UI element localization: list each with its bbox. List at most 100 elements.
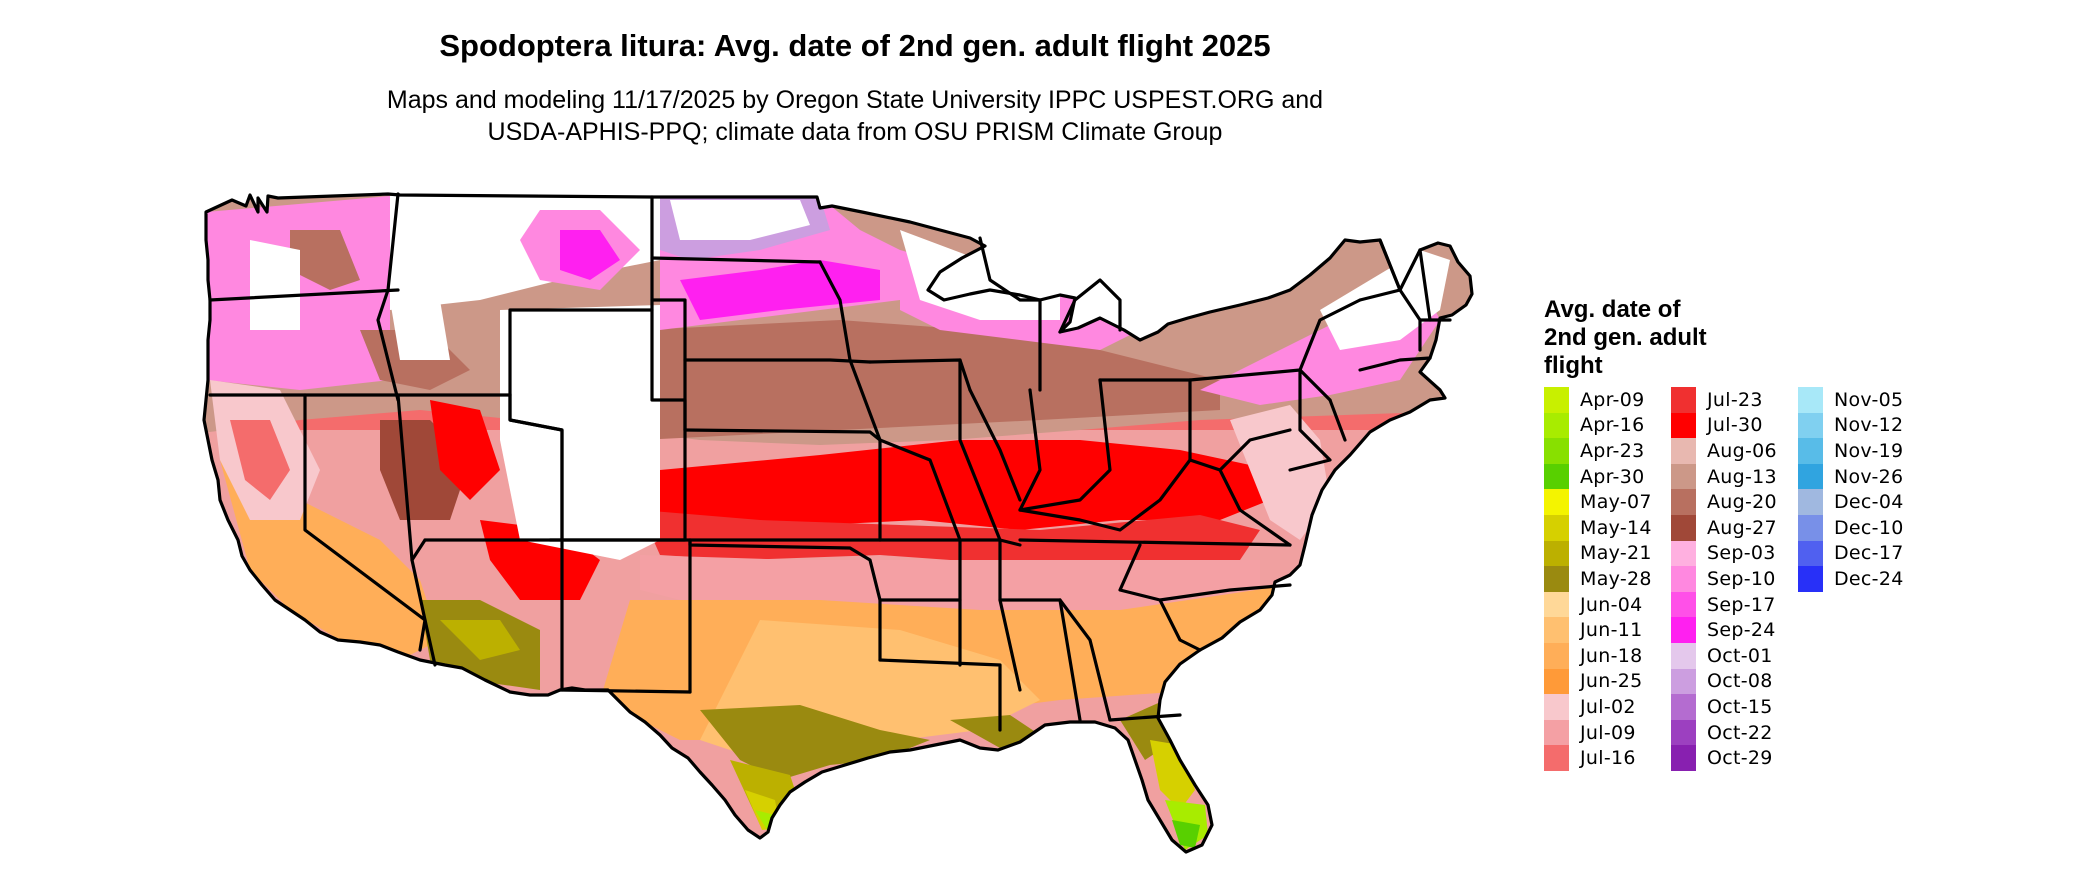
- legend-item: Aug-27: [1671, 514, 1777, 541]
- us-map: [202, 192, 1474, 854]
- legend-item: Nov-26: [1798, 463, 1904, 490]
- zone-jul30-core: [660, 440, 1270, 530]
- zone-sep24-wyoming: [560, 230, 620, 280]
- legend-label: Jul-16: [1580, 747, 1636, 770]
- legend-item: Nov-19: [1798, 438, 1904, 464]
- legend-label: Aug-06: [1707, 439, 1777, 462]
- legend-label: Sep-03: [1707, 542, 1776, 565]
- legend-item: Sep-10: [1671, 566, 1777, 592]
- legend-swatch: [1671, 668, 1696, 695]
- legend-item: Jun-11: [1544, 617, 1652, 643]
- legend-label: Jul-02: [1580, 695, 1636, 718]
- legend-label: Oct-08: [1707, 670, 1773, 693]
- legend-item: Nov-12: [1798, 412, 1904, 439]
- legend-item: Dec-04: [1798, 489, 1904, 515]
- legend-item: May-07: [1544, 489, 1652, 515]
- legend-title: Avg. date of 2nd gen. adult flight: [1544, 296, 1774, 380]
- legend-swatch: [1798, 387, 1823, 413]
- legend-item: Aug-13: [1671, 463, 1777, 490]
- zone-may28-louisiana: [950, 715, 1040, 748]
- legend-title-line-3: flight: [1544, 352, 1603, 379]
- legend-item: Aug-06: [1671, 438, 1777, 464]
- legend-item: Oct-01: [1671, 642, 1777, 669]
- legend-item: Jun-04: [1544, 591, 1652, 618]
- zone-apr30-florida: [1172, 820, 1200, 848]
- legend-swatch: [1798, 463, 1823, 490]
- legend-swatch: [1671, 617, 1696, 643]
- legend-item: Jul-30: [1671, 412, 1777, 439]
- legend-item: Jun-18: [1544, 642, 1652, 669]
- legend-label: Aug-27: [1707, 516, 1777, 539]
- legend-label: Dec-17: [1834, 542, 1904, 565]
- legend-swatch: [1671, 591, 1696, 618]
- legend-label: Oct-01: [1707, 644, 1773, 667]
- legend-label: Oct-15: [1707, 695, 1773, 718]
- legend-swatch: [1671, 489, 1696, 515]
- legend-item: Jul-23: [1671, 387, 1777, 413]
- legend-label: Jul-09: [1580, 721, 1636, 744]
- legend-label: Jul-30: [1707, 414, 1763, 437]
- legend-swatch: [1544, 489, 1569, 515]
- legend-swatch: [1671, 566, 1696, 592]
- legend-swatch: [1544, 668, 1569, 695]
- zone-jul23-core: [640, 510, 1260, 565]
- legend-item: Apr-09: [1544, 387, 1652, 413]
- zone-aug-south-edge: [640, 320, 1220, 440]
- legend-item: Apr-23: [1544, 438, 1652, 464]
- legend-item: Sep-03: [1671, 540, 1777, 567]
- legend-swatch: [1671, 463, 1696, 490]
- legend-swatch: [1544, 387, 1569, 413]
- legend-item: Oct-29: [1671, 745, 1777, 771]
- legend-swatch: [1671, 412, 1696, 439]
- legend-label: Apr-09: [1580, 388, 1645, 411]
- legend-swatch: [1798, 412, 1823, 439]
- legend-swatch: [1798, 514, 1823, 541]
- legend-title-line-2: 2nd gen. adult: [1544, 324, 1707, 351]
- legend-item: Apr-16: [1544, 412, 1652, 439]
- legend-label: May-14: [1580, 516, 1652, 539]
- legend-swatch: [1544, 591, 1569, 618]
- state-borders: [202, 192, 1474, 854]
- legend-label: Apr-23: [1580, 439, 1645, 462]
- legend-item: Dec-24: [1798, 566, 1904, 592]
- legend-label: May-07: [1580, 491, 1652, 514]
- legend-column-2: Jul-23 Jul-30 Aug-06 Aug-13 Aug-20 Aug-2…: [1671, 387, 1777, 771]
- zone-white-pnw-mountains: [250, 240, 300, 330]
- legend-item: Jul-16: [1544, 745, 1652, 771]
- zone-jul16-california: [230, 420, 290, 500]
- legend-label: Oct-22: [1707, 721, 1773, 744]
- legend-label: Nov-19: [1834, 439, 1904, 462]
- legend-swatch: [1544, 514, 1569, 541]
- legend-item: May-28: [1544, 566, 1652, 592]
- legend-label: Nov-12: [1834, 414, 1904, 437]
- legend-label: Jun-11: [1580, 619, 1643, 642]
- legend-label: May-28: [1580, 567, 1652, 590]
- legend-label: Aug-20: [1707, 491, 1777, 514]
- zone-jul09-band: [640, 555, 1260, 610]
- legend-label: May-21: [1580, 542, 1652, 565]
- legend-label: Jun-04: [1580, 593, 1643, 616]
- legend-swatch: [1798, 540, 1823, 567]
- zone-sep24-northern-plains: [680, 260, 880, 320]
- legend-item: Aug-20: [1671, 489, 1777, 515]
- legend-swatch: [1671, 719, 1696, 746]
- legend-item: Jun-25: [1544, 668, 1652, 695]
- legend-title-line-1: Avg. date of: [1544, 296, 1681, 323]
- map-title: Spodoptera litura: Avg. date of 2nd gen.…: [439, 28, 1271, 63]
- zone-may21-arizona: [440, 620, 520, 660]
- legend-swatch: [1544, 642, 1569, 669]
- legend-item: May-14: [1544, 514, 1652, 541]
- legend-swatch: [1671, 540, 1696, 567]
- legend-swatch: [1671, 694, 1696, 720]
- zone-white-rockies: [500, 305, 660, 560]
- subtitle-line-2: USDA-APHIS-PPQ; climate data from OSU PR…: [487, 118, 1223, 146]
- legend-label: Jun-25: [1580, 670, 1643, 693]
- legend-swatch: [1544, 463, 1569, 490]
- legend-label: Nov-05: [1834, 388, 1904, 411]
- subtitle-line-1: Maps and modeling 11/17/2025 by Oregon S…: [386, 86, 1324, 114]
- legend-item: Dec-17: [1798, 540, 1904, 567]
- legend-label: Dec-24: [1834, 567, 1904, 590]
- legend-item: Apr-30: [1544, 463, 1652, 490]
- zone-white-idaho: [390, 300, 450, 360]
- legend-label: Aug-13: [1707, 465, 1777, 488]
